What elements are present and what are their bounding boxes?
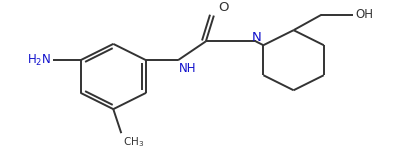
Text: OH: OH (356, 8, 373, 21)
Text: H$_2$N: H$_2$N (28, 53, 51, 68)
Text: CH$_3$: CH$_3$ (123, 135, 144, 149)
Text: NH: NH (179, 62, 196, 75)
Text: O: O (218, 1, 228, 14)
Text: N: N (252, 31, 261, 44)
